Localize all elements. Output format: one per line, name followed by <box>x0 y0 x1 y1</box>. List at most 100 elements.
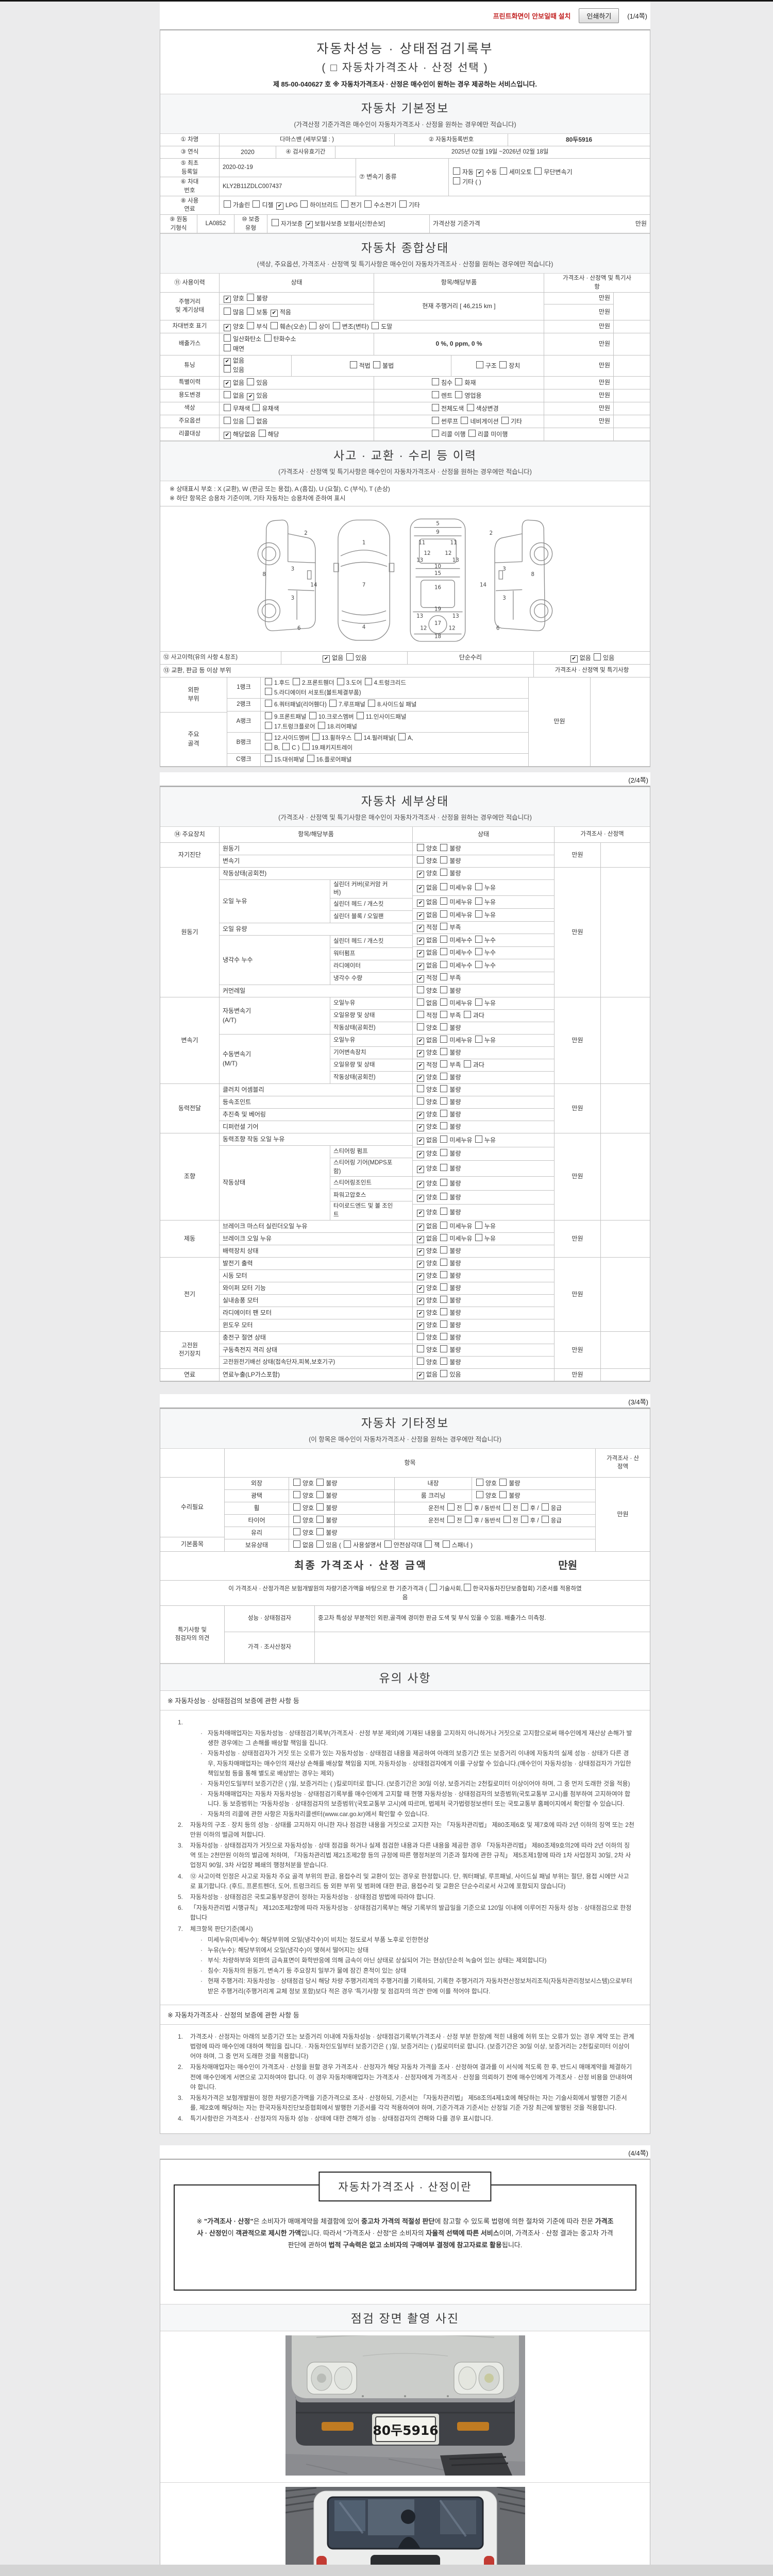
checkbox-unchecked[interactable] <box>270 321 278 329</box>
checkbox-unchecked[interactable] <box>247 307 255 315</box>
checkbox-unchecked[interactable] <box>224 416 231 424</box>
checkbox-unchecked[interactable] <box>520 1515 528 1523</box>
checkbox-unchecked[interactable] <box>455 391 463 398</box>
checkbox-unchecked[interactable] <box>417 1011 424 1019</box>
checkbox-unchecked[interactable] <box>440 1048 448 1056</box>
checkbox-unchecked[interactable] <box>440 844 448 852</box>
checkbox-unchecked[interactable] <box>440 1110 448 1117</box>
checkbox-unchecked[interactable] <box>466 403 474 411</box>
checkbox-unchecked[interactable] <box>346 653 354 660</box>
checkbox-checked[interactable]: ✔ <box>270 309 278 317</box>
checkbox-unchecked[interactable] <box>432 429 439 437</box>
checkbox-unchecked[interactable] <box>264 334 272 342</box>
checkbox-checked[interactable]: ✔ <box>417 885 424 893</box>
print-install-notice[interactable]: 프린트화면이 안보일때 설치 <box>493 12 571 20</box>
checkbox-checked[interactable]: ✔ <box>417 1112 424 1120</box>
checkbox-unchecked[interactable] <box>337 678 344 686</box>
checkbox-unchecked[interactable] <box>440 856 448 864</box>
checkbox-unchecked[interactable] <box>293 1479 300 1486</box>
checkbox-unchecked[interactable] <box>440 1023 448 1031</box>
checkbox-unchecked[interactable] <box>475 1135 482 1143</box>
checkbox-unchecked[interactable] <box>417 998 424 1006</box>
checkbox-unchecked[interactable] <box>440 897 448 905</box>
checkbox-unchecked[interactable] <box>440 1296 448 1303</box>
checkbox-unchecked[interactable] <box>440 1271 448 1279</box>
checkbox-unchecked[interactable] <box>455 378 463 385</box>
checkbox-unchecked[interactable] <box>316 1503 324 1511</box>
checkbox-unchecked[interactable] <box>247 293 255 301</box>
checkbox-unchecked[interactable] <box>440 1246 448 1254</box>
checkbox-checked[interactable]: ✔ <box>417 871 424 878</box>
checkbox-unchecked[interactable] <box>247 378 255 385</box>
checkbox-unchecked[interactable] <box>224 307 231 315</box>
checkbox-checked[interactable]: ✔ <box>417 1038 424 1045</box>
checkbox-checked[interactable]: ✔ <box>417 1224 424 1231</box>
checkbox-unchecked[interactable] <box>282 742 290 750</box>
checkbox-checked[interactable]: ✔ <box>417 912 424 920</box>
checkbox-unchecked[interactable] <box>475 1222 482 1229</box>
checkbox-unchecked[interactable] <box>468 429 476 437</box>
checkbox-unchecked[interactable] <box>440 986 448 994</box>
checkbox-unchecked[interactable] <box>312 733 320 741</box>
checkbox-unchecked[interactable] <box>440 1179 448 1187</box>
checkbox-unchecked[interactable] <box>293 1540 300 1548</box>
checkbox-checked[interactable]: ✔ <box>417 1124 424 1132</box>
checkbox-checked[interactable]: ✔ <box>417 1194 424 1202</box>
checkbox-unchecked[interactable] <box>541 1503 549 1511</box>
checkbox-unchecked[interactable] <box>432 391 439 398</box>
checkbox-unchecked[interactable] <box>309 321 317 329</box>
checkbox-unchecked[interactable] <box>440 1149 448 1157</box>
checkbox-unchecked[interactable] <box>440 1122 448 1130</box>
checkbox-unchecked[interactable] <box>316 1516 324 1523</box>
checkbox-checked[interactable]: ✔ <box>305 221 313 229</box>
checkbox-checked[interactable]: ✔ <box>417 1209 424 1217</box>
checkbox-checked[interactable]: ✔ <box>224 380 231 387</box>
checkbox-unchecked[interactable] <box>265 733 272 741</box>
checkbox-checked[interactable]: ✔ <box>247 393 255 400</box>
checkbox-checked[interactable]: ✔ <box>570 655 578 663</box>
checkbox-unchecked[interactable] <box>463 1011 471 1019</box>
checkbox-unchecked[interactable] <box>440 1097 448 1105</box>
checkbox-unchecked[interactable] <box>440 935 448 943</box>
checkbox-unchecked[interactable] <box>440 1207 448 1215</box>
checkbox-unchecked[interactable] <box>447 1515 455 1523</box>
checkbox-unchecked[interactable] <box>224 391 231 398</box>
checkbox-unchecked[interactable] <box>440 1011 448 1019</box>
checkbox-unchecked[interactable] <box>399 200 407 208</box>
checkbox-unchecked[interactable] <box>224 365 231 373</box>
checkbox-unchecked[interactable] <box>440 1370 448 1378</box>
checkbox-unchecked[interactable] <box>417 1333 424 1341</box>
checkbox-unchecked[interactable] <box>440 1308 448 1316</box>
checkbox-unchecked[interactable] <box>440 1222 448 1229</box>
checkbox-unchecked[interactable] <box>224 403 231 411</box>
checkbox-unchecked[interactable] <box>475 998 482 1006</box>
checkbox-unchecked[interactable] <box>475 1036 482 1043</box>
checkbox-unchecked[interactable] <box>425 1540 432 1548</box>
checkbox-unchecked[interactable] <box>440 948 448 956</box>
checkbox-unchecked[interactable] <box>464 1515 472 1523</box>
checkbox-unchecked[interactable] <box>417 1023 424 1031</box>
checkbox-unchecked[interactable] <box>302 742 310 750</box>
checkbox-unchecked[interactable] <box>463 1060 471 1068</box>
checkbox-checked[interactable]: ✔ <box>417 925 424 933</box>
checkbox-unchecked[interactable] <box>429 1584 437 1591</box>
checkbox-unchecked[interactable] <box>247 321 255 329</box>
checkbox-unchecked[interactable] <box>440 1085 448 1093</box>
checkbox-unchecked[interactable] <box>499 1479 507 1486</box>
checkbox-unchecked[interactable] <box>373 361 381 368</box>
checkbox-unchecked[interactable] <box>475 960 482 968</box>
checkbox-checked[interactable]: ✔ <box>276 202 283 210</box>
checkbox-unchecked[interactable] <box>440 1135 448 1143</box>
checkbox-unchecked[interactable] <box>384 1540 392 1548</box>
checkbox-checked[interactable]: ✔ <box>417 1273 424 1281</box>
checkbox-checked[interactable]: ✔ <box>224 431 231 439</box>
checkbox-unchecked[interactable] <box>503 1503 511 1511</box>
checkbox-unchecked[interactable] <box>354 733 362 741</box>
checkbox-unchecked[interactable] <box>440 1358 448 1365</box>
checkbox-unchecked[interactable] <box>265 712 272 720</box>
checkbox-unchecked[interactable] <box>432 403 439 411</box>
checkbox-unchecked[interactable] <box>440 1060 448 1068</box>
checkbox-unchecked[interactable] <box>440 1164 448 1172</box>
checkbox-unchecked[interactable] <box>258 429 266 437</box>
checkbox-checked[interactable]: ✔ <box>417 1050 424 1058</box>
